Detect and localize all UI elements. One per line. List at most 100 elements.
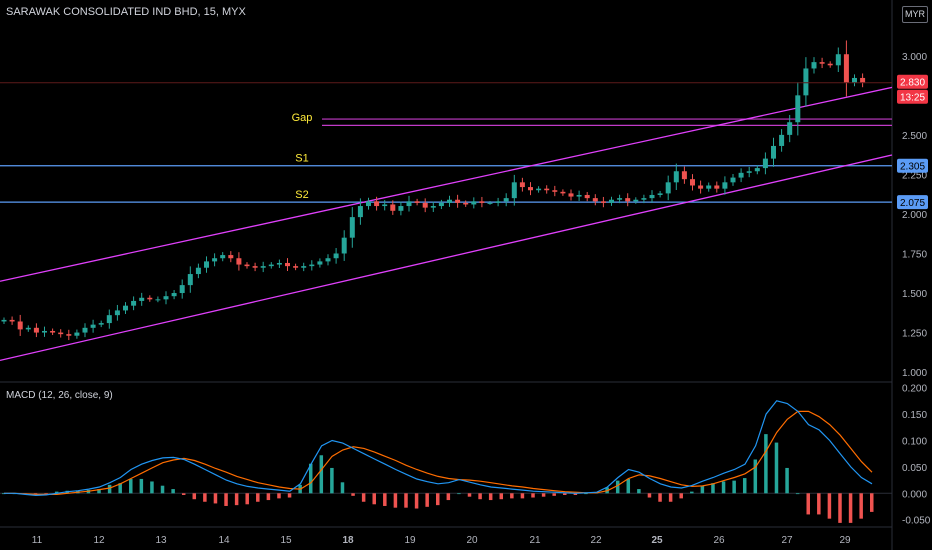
macd-histogram-bar xyxy=(520,493,525,499)
candle-body xyxy=(714,185,720,189)
candle-body xyxy=(438,202,444,207)
macd-histogram-bar xyxy=(361,493,366,502)
macd-histogram-bar xyxy=(245,493,249,505)
macd-histogram-bar xyxy=(658,493,662,502)
time-tick-label: 20 xyxy=(466,535,478,546)
macd-histogram-bar xyxy=(203,493,207,502)
macd-histogram-bar xyxy=(171,489,175,494)
macd-histogram-bar xyxy=(181,493,186,495)
candle-body xyxy=(390,204,396,211)
macd-histogram-bar xyxy=(256,493,260,502)
candle-body xyxy=(244,264,250,267)
candle-body xyxy=(301,266,307,268)
macd-tick-label: 0.200 xyxy=(902,384,927,395)
candle-body xyxy=(479,201,485,203)
price-tick-label: 1.000 xyxy=(902,368,927,379)
macd-histogram-bar xyxy=(848,493,853,523)
candle-body xyxy=(544,188,550,191)
labels: 2.830 13:25 2.305 S1 2.075 S2 Gap xyxy=(0,74,928,210)
macd-histogram-bar xyxy=(817,493,821,515)
candle-body xyxy=(738,172,744,178)
support-levels xyxy=(0,165,892,203)
candle-body xyxy=(649,194,655,199)
candle-body xyxy=(584,194,590,199)
macd-lines xyxy=(4,400,873,497)
macd-histogram-bar xyxy=(764,434,768,494)
candle-body xyxy=(762,158,768,169)
candle-body xyxy=(487,202,493,204)
candle-body xyxy=(171,293,177,297)
candle-body xyxy=(252,266,258,268)
candle-body xyxy=(9,319,15,322)
candle-body xyxy=(706,185,712,189)
macd-histogram-bar xyxy=(372,493,376,505)
macd-histogram-bar xyxy=(107,484,112,494)
macd-histogram-bar xyxy=(795,493,800,495)
macd-histogram-bar xyxy=(393,493,398,508)
macd-histogram-bar xyxy=(224,493,228,506)
candle-body xyxy=(317,261,323,265)
macd-histogram-bar xyxy=(478,493,482,500)
macd-histogram-bar xyxy=(2,493,6,495)
candle-body xyxy=(843,54,849,83)
price-tick-label: 2.500 xyxy=(902,131,927,142)
candle-body xyxy=(366,201,371,207)
currency-button[interactable]: MYR xyxy=(902,6,928,23)
macd-histogram-bar xyxy=(859,493,863,519)
candle-body xyxy=(268,264,274,267)
macd-histogram-bar xyxy=(351,493,355,496)
candle-body xyxy=(633,199,639,202)
macd-histogram-bar xyxy=(308,463,313,494)
candle-body xyxy=(519,182,525,188)
macd-histogram-bar xyxy=(806,493,810,515)
macd-histogram-bar xyxy=(573,493,578,495)
candle-body xyxy=(690,179,695,186)
macd-histogram-bar xyxy=(160,485,165,494)
candle-body xyxy=(511,182,517,199)
macd-histogram-bar xyxy=(732,480,736,494)
candle-body xyxy=(592,198,598,202)
macd-histogram-bar xyxy=(838,493,842,523)
candle-body xyxy=(681,171,687,180)
candle-body xyxy=(827,63,833,66)
macd-histogram-bar xyxy=(340,482,345,494)
macd-histogram-bar xyxy=(319,455,324,494)
candle-body xyxy=(98,323,104,325)
candle-body xyxy=(552,190,558,192)
candle-body xyxy=(455,199,461,203)
candle-body xyxy=(811,62,817,69)
candle-body xyxy=(220,255,226,259)
macd-histogram-bar xyxy=(827,493,832,519)
candle-body xyxy=(204,261,209,268)
macd-histogram-bar xyxy=(44,493,48,495)
candle-body xyxy=(147,297,153,300)
candle-body xyxy=(285,262,290,267)
macd-histogram-bar xyxy=(488,493,493,501)
macd-histogram-bar xyxy=(150,481,154,494)
macd-histogram-bar xyxy=(584,493,588,495)
time-tick-label: 29 xyxy=(839,535,851,546)
macd-histogram-bar xyxy=(446,493,451,501)
macd-histogram-bar xyxy=(615,480,620,494)
candle-body xyxy=(495,201,501,203)
macd-tick-label: -0.050 xyxy=(902,516,931,527)
candle-body xyxy=(195,267,201,275)
time-tick-label: 14 xyxy=(218,535,230,546)
candle-body xyxy=(398,206,404,211)
candle-body xyxy=(665,182,671,194)
candle-body xyxy=(471,201,477,205)
candle-body xyxy=(536,188,542,191)
macd-histogram-bar xyxy=(510,493,514,499)
candle-body xyxy=(74,332,80,336)
price-tick-label: 1.750 xyxy=(902,249,927,260)
candle-body xyxy=(333,253,339,259)
last-price-value: 2.830 xyxy=(900,78,925,89)
candle-body xyxy=(82,327,88,333)
macd-histogram-bar xyxy=(870,493,874,512)
candle-body xyxy=(325,258,331,262)
grid xyxy=(0,0,893,550)
macd-histogram-bar xyxy=(213,493,218,504)
macd-histogram-bar xyxy=(425,493,429,507)
candle-body xyxy=(576,194,582,197)
